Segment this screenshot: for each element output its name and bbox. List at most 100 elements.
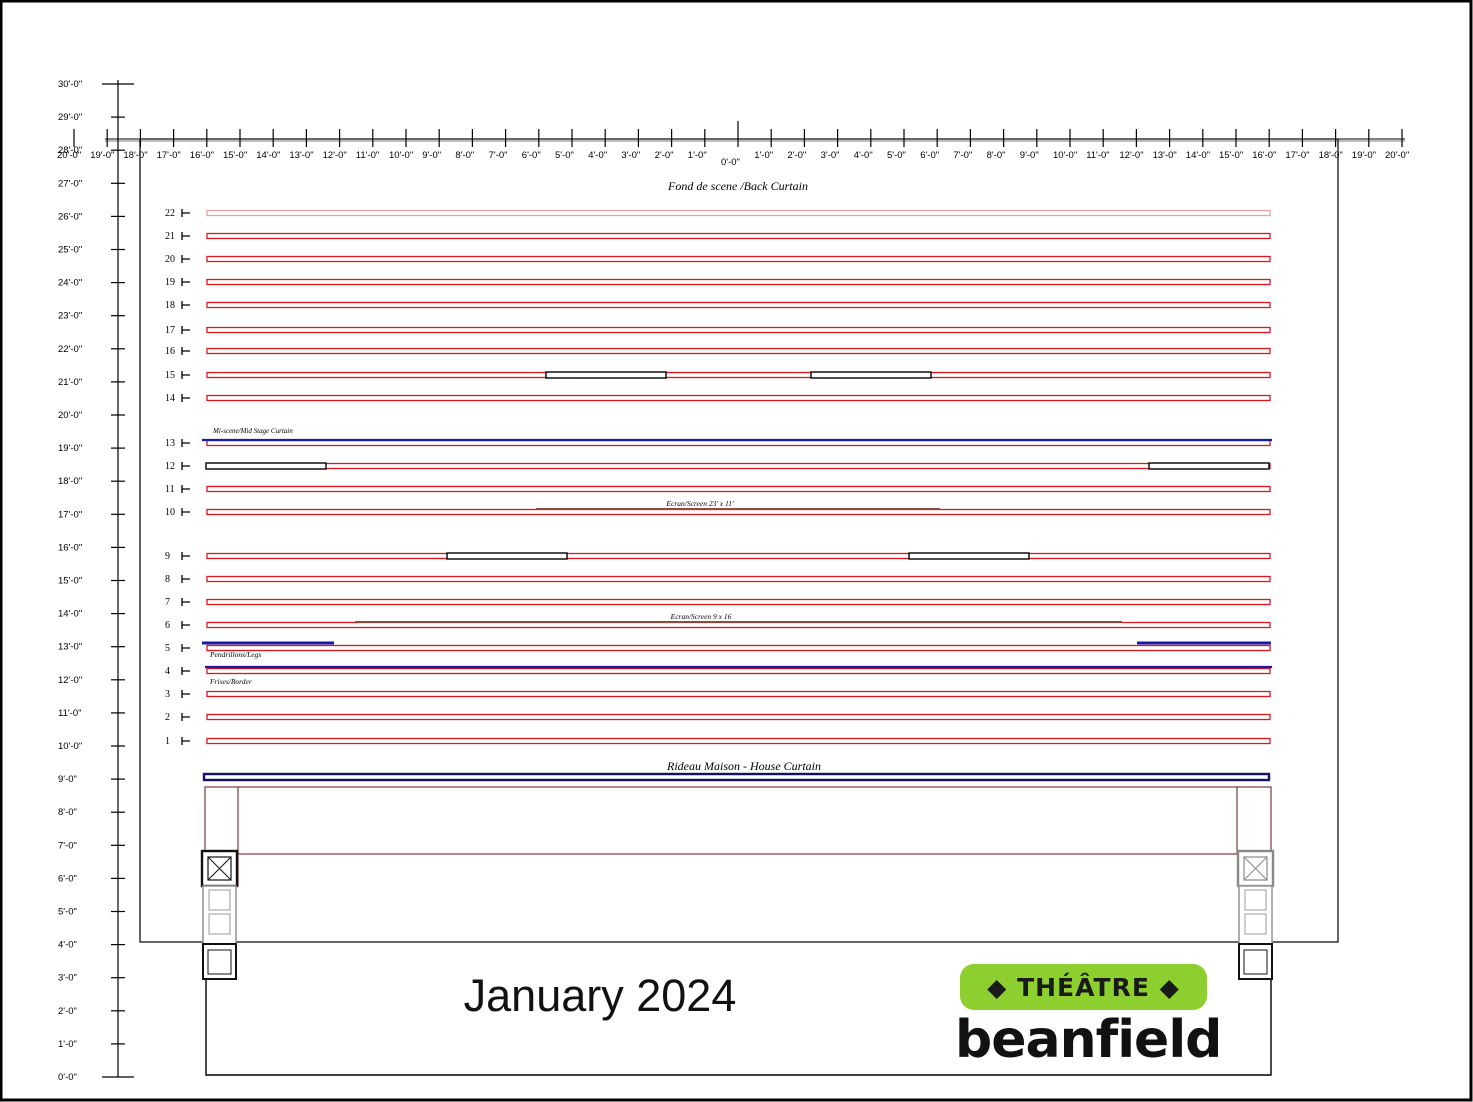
y-ruler-label: 4'-0" <box>58 940 77 951</box>
x-ruler-label: 4'-0" <box>854 150 873 161</box>
lineset-number: 18 <box>165 300 175 311</box>
y-ruler-label: 11'-0" <box>58 708 82 719</box>
truss-cross <box>1243 856 1268 881</box>
x-ruler-label: 15'-0" <box>1219 150 1243 161</box>
theatre-logo-wordmark: beanfield <box>955 1010 1222 1070</box>
truss-tower-cell <box>1244 913 1267 935</box>
x-ruler-label: 8'-0" <box>455 150 474 161</box>
batten-pipe <box>206 737 1271 745</box>
x-ruler-label: 15'-0" <box>223 150 247 161</box>
lineset-number: 2 <box>165 712 170 723</box>
lineset-row: 18 <box>165 300 1271 311</box>
lineset-row: 12 <box>165 461 1271 472</box>
x-ruler-label: 20'-0" <box>1385 150 1409 161</box>
border-label: Frises/Border <box>209 677 252 686</box>
y-ruler-label: 13'-0" <box>58 642 82 653</box>
flag-tick-icon <box>181 667 190 675</box>
lighting-fixture <box>446 552 568 560</box>
flag-tick-icon <box>181 644 190 652</box>
lineset-number: 13 <box>165 438 175 449</box>
batten-pipe <box>206 209 1271 217</box>
lineset-number: 9 <box>165 551 170 562</box>
x-ruler-label: 1'-0" <box>754 150 773 161</box>
batten-pipe <box>206 301 1271 309</box>
flag-tick-icon <box>181 737 190 745</box>
lineset-number: 10 <box>165 507 175 518</box>
screen-large-label: Ecran/Screen 23' x 11' <box>665 499 734 508</box>
batten-pipe <box>206 621 1271 629</box>
y-ruler-label: 0'-0" <box>58 1072 77 1083</box>
truss-tower-cell <box>208 913 231 935</box>
lineset-number: 17 <box>165 325 175 336</box>
truss-tower <box>1238 885 1273 945</box>
house-curtain-label: Rideau Maison - House Curtain <box>666 759 821 773</box>
flag-tick-icon <box>181 394 190 402</box>
batten-pipe <box>206 347 1271 355</box>
x-ruler-label: 11'-0" <box>356 150 380 161</box>
truss-cross <box>207 856 232 881</box>
y-ruler-label: 14'-0" <box>58 609 82 620</box>
plan-labels: Fond de scene /Back Curtain Mi-scene/Mid… <box>209 179 821 773</box>
lineset-row: 20 <box>165 254 1271 265</box>
truss-box-inner <box>1243 856 1268 881</box>
lighting-fixture <box>810 371 932 379</box>
batten-pipe <box>206 713 1271 721</box>
lineset-number: 20 <box>165 254 175 265</box>
flag-tick-icon <box>181 462 190 470</box>
x-ruler-label: 2'-0" <box>787 150 806 161</box>
y-ruler-label: 2'-0" <box>58 1006 77 1017</box>
lineset-number: 11 <box>165 484 175 495</box>
lineset-row: 2 <box>165 712 1271 723</box>
batten-pipe <box>206 394 1271 402</box>
x-ruler-label: 8'-0" <box>987 150 1006 161</box>
batten-pipe <box>206 667 1271 675</box>
x-ruler-label: 5'-0" <box>555 150 574 161</box>
flag-tick-icon <box>181 278 190 286</box>
flag-tick-icon <box>181 255 190 263</box>
x-ruler-label: 3'-0" <box>821 150 840 161</box>
y-ruler-label: 8'-0" <box>58 807 77 818</box>
x-ruler-label: 19'-0" <box>90 150 114 161</box>
batten-pipe <box>206 255 1271 263</box>
x-ruler-label: 10'-0" <box>1053 150 1077 161</box>
flag-tick-icon <box>181 209 190 217</box>
y-ruler-label: 25'-0" <box>58 245 82 256</box>
proscenium-frame <box>204 786 1272 855</box>
flag-tick-icon <box>181 621 190 629</box>
x-ruler-label: 4'-0" <box>588 150 607 161</box>
lineset-row: 5 <box>165 643 1271 654</box>
y-ruler-label: 18'-0" <box>58 476 82 487</box>
lineset-number: 21 <box>165 231 175 242</box>
x-ruler-label: 16'-0" <box>1252 150 1276 161</box>
x-ruler-label: 19'-0" <box>1352 150 1376 161</box>
flag-tick-icon <box>181 371 190 379</box>
flag-tick-icon <box>181 439 190 447</box>
flag-tick-icon <box>181 575 190 583</box>
y-ruler-label: 9'-0" <box>58 774 77 785</box>
truss-base-inner <box>207 949 232 975</box>
truss-base-inner <box>1243 949 1268 975</box>
lineset-row: 4 <box>165 666 1271 677</box>
x-ruler-label: 9'-0" <box>422 150 441 161</box>
flag-tick-icon <box>181 508 190 516</box>
x-ruler-label: 2'-0" <box>655 150 674 161</box>
x-ruler-label: 18'-0" <box>1319 150 1343 161</box>
x-ruler-label: 14'-0" <box>1186 150 1210 161</box>
x-ruler-label: 20'-0" <box>57 150 81 161</box>
lineset-number: 7 <box>165 597 170 608</box>
y-ruler-label: 22'-0" <box>58 344 82 355</box>
x-ruler-label: 6'-0" <box>522 150 541 161</box>
batten-pipe <box>206 644 1271 652</box>
flag-tick-icon <box>181 598 190 606</box>
y-ruler-label: 15'-0" <box>58 576 82 587</box>
y-ruler-label: 6'-0" <box>58 873 77 884</box>
truss-box-inner <box>207 856 232 881</box>
lineset-number: 19 <box>165 277 175 288</box>
y-ruler-label: 16'-0" <box>58 542 82 553</box>
lighting-fixture <box>545 371 667 379</box>
lineset-number: 4 <box>165 666 170 677</box>
x-ruler-label: 13'-0" <box>1153 150 1177 161</box>
